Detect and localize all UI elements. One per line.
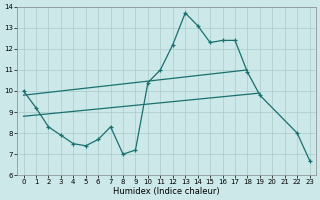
X-axis label: Humidex (Indice chaleur): Humidex (Indice chaleur) <box>113 187 220 196</box>
